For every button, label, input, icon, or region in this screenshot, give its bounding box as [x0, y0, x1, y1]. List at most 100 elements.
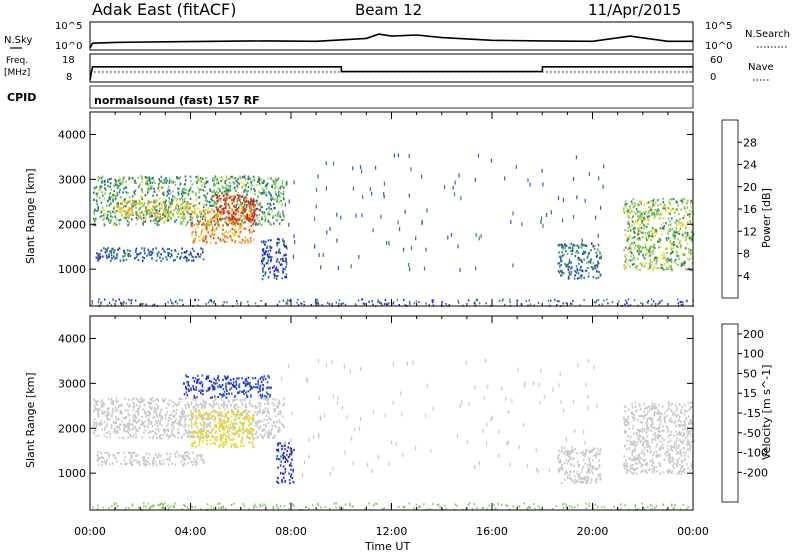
- heatmap-cell: [163, 178, 166, 182]
- heatmap-cell: [657, 303, 659, 305]
- heatmap-cell: [217, 208, 219, 211]
- heatmap-cell: [249, 423, 252, 426]
- heatmap-cell: [143, 247, 146, 250]
- heatmap-cell: [559, 459, 561, 462]
- heatmap-cell: [141, 176, 144, 179]
- heatmap-cell: [97, 434, 100, 437]
- heatmap-cell: [129, 255, 132, 258]
- heatmap-cell: [195, 410, 197, 414]
- heatmap-cell: [685, 410, 688, 413]
- heatmap-cell: [587, 253, 590, 256]
- heatmap-cell: [361, 169, 363, 174]
- heatmap-cell: [677, 254, 680, 258]
- heatmap-cell: [542, 223, 544, 228]
- heatmap-cell: [211, 404, 213, 407]
- heatmap-cell: [253, 437, 256, 440]
- heatmap-cell: [512, 211, 514, 216]
- heatmap-cell: [266, 435, 269, 438]
- heatmap-cell: [116, 408, 118, 412]
- heatmap-cell: [93, 398, 95, 401]
- heatmap-cell: [216, 213, 218, 216]
- heatmap-cell: [653, 229, 655, 232]
- heatmap-cell: [646, 440, 649, 443]
- heatmap-cell: [281, 478, 283, 481]
- heatmap-cell: [681, 466, 683, 469]
- heatmap-cell: [283, 456, 286, 459]
- heatmap-cell: [269, 387, 271, 390]
- heatmap-cell: [203, 181, 205, 184]
- heatmap-cell: [228, 206, 231, 209]
- heatmap-cell: [655, 267, 657, 270]
- heatmap-cell: [265, 187, 268, 190]
- heatmap-cell: [672, 207, 675, 210]
- heatmap-cell: [177, 204, 179, 207]
- heatmap-cell: [244, 406, 247, 409]
- heatmap-cell: [154, 461, 156, 464]
- heatmap-cell: [242, 221, 245, 224]
- heatmap-cell: [103, 217, 106, 220]
- heatmap-cell: [261, 187, 264, 190]
- heatmap-cell: [631, 450, 634, 453]
- heatmap-cell: [244, 185, 247, 188]
- heatmap-cell: [106, 407, 109, 410]
- heatmap-cell: [100, 421, 102, 424]
- heatmap-cell: [130, 203, 133, 206]
- heatmap-cell: [119, 428, 121, 431]
- heatmap-cell: [222, 427, 224, 430]
- heatmap-cell: [146, 254, 148, 257]
- heatmap-cell: [97, 301, 100, 304]
- heatmap-cell: [659, 465, 662, 468]
- heatmap-cell: [231, 175, 233, 178]
- heatmap-cell: [650, 208, 653, 211]
- heatmap-cell: [95, 424, 98, 427]
- heatmap-cell: [246, 436, 249, 439]
- heatmap-cell: [569, 450, 571, 453]
- heatmap-cell: [625, 202, 628, 206]
- heatmap-cell: [270, 223, 273, 226]
- heatmap-cell: [221, 208, 224, 211]
- heatmap-cell: [567, 459, 570, 463]
- heatmap-cell: [595, 277, 598, 280]
- heatmap-cell: [684, 423, 686, 426]
- heatmap-cell: [151, 215, 154, 218]
- heatmap-cell: [213, 377, 215, 381]
- heatmap-cell: [238, 383, 241, 386]
- heatmap-cell: [234, 229, 236, 232]
- heatmap-cell: [168, 247, 171, 251]
- heatmap-cell: [246, 193, 248, 196]
- heatmap-cell: [260, 192, 262, 195]
- heatmap-cell: [232, 410, 235, 413]
- heatmap-cell: [282, 453, 284, 456]
- heatmap-cell: [667, 267, 670, 270]
- heatmap-cell: [564, 478, 566, 481]
- heatmap-cell: [208, 224, 211, 227]
- heatmap-cell: [567, 474, 569, 477]
- heatmap-cell: [174, 248, 176, 252]
- heatmap-cell: [213, 300, 215, 303]
- heatmap-cell: [188, 389, 190, 392]
- heatmap-cell: [243, 190, 245, 193]
- heatmap-cell: [229, 189, 232, 192]
- heatmap-cell: [627, 435, 629, 438]
- heatmap-cell: [251, 219, 253, 222]
- heatmap-cell: [199, 413, 201, 416]
- heatmap-cell: [191, 442, 193, 445]
- heatmap-cell: [588, 458, 591, 461]
- heatmap-cell: [596, 276, 599, 280]
- heatmap-cell: [205, 226, 208, 229]
- heatmap-cell: [288, 442, 290, 445]
- freq-label: Freq.: [6, 56, 28, 66]
- heatmap-cell: [215, 435, 218, 439]
- heatmap-cell: [266, 381, 269, 384]
- heatmap-cell: [527, 178, 529, 183]
- heatmap-cell: [260, 376, 263, 379]
- heatmap-cell: [160, 207, 163, 210]
- heatmap-cell: [666, 445, 669, 448]
- heatmap-cell: [242, 410, 245, 414]
- heatmap-cell: [164, 213, 167, 216]
- heatmap-cell: [233, 217, 236, 220]
- heatmap-cell: [631, 454, 634, 457]
- heatmap-cell: [260, 240, 263, 243]
- heatmap-cell: [244, 221, 246, 224]
- heatmap-cell: [547, 299, 549, 302]
